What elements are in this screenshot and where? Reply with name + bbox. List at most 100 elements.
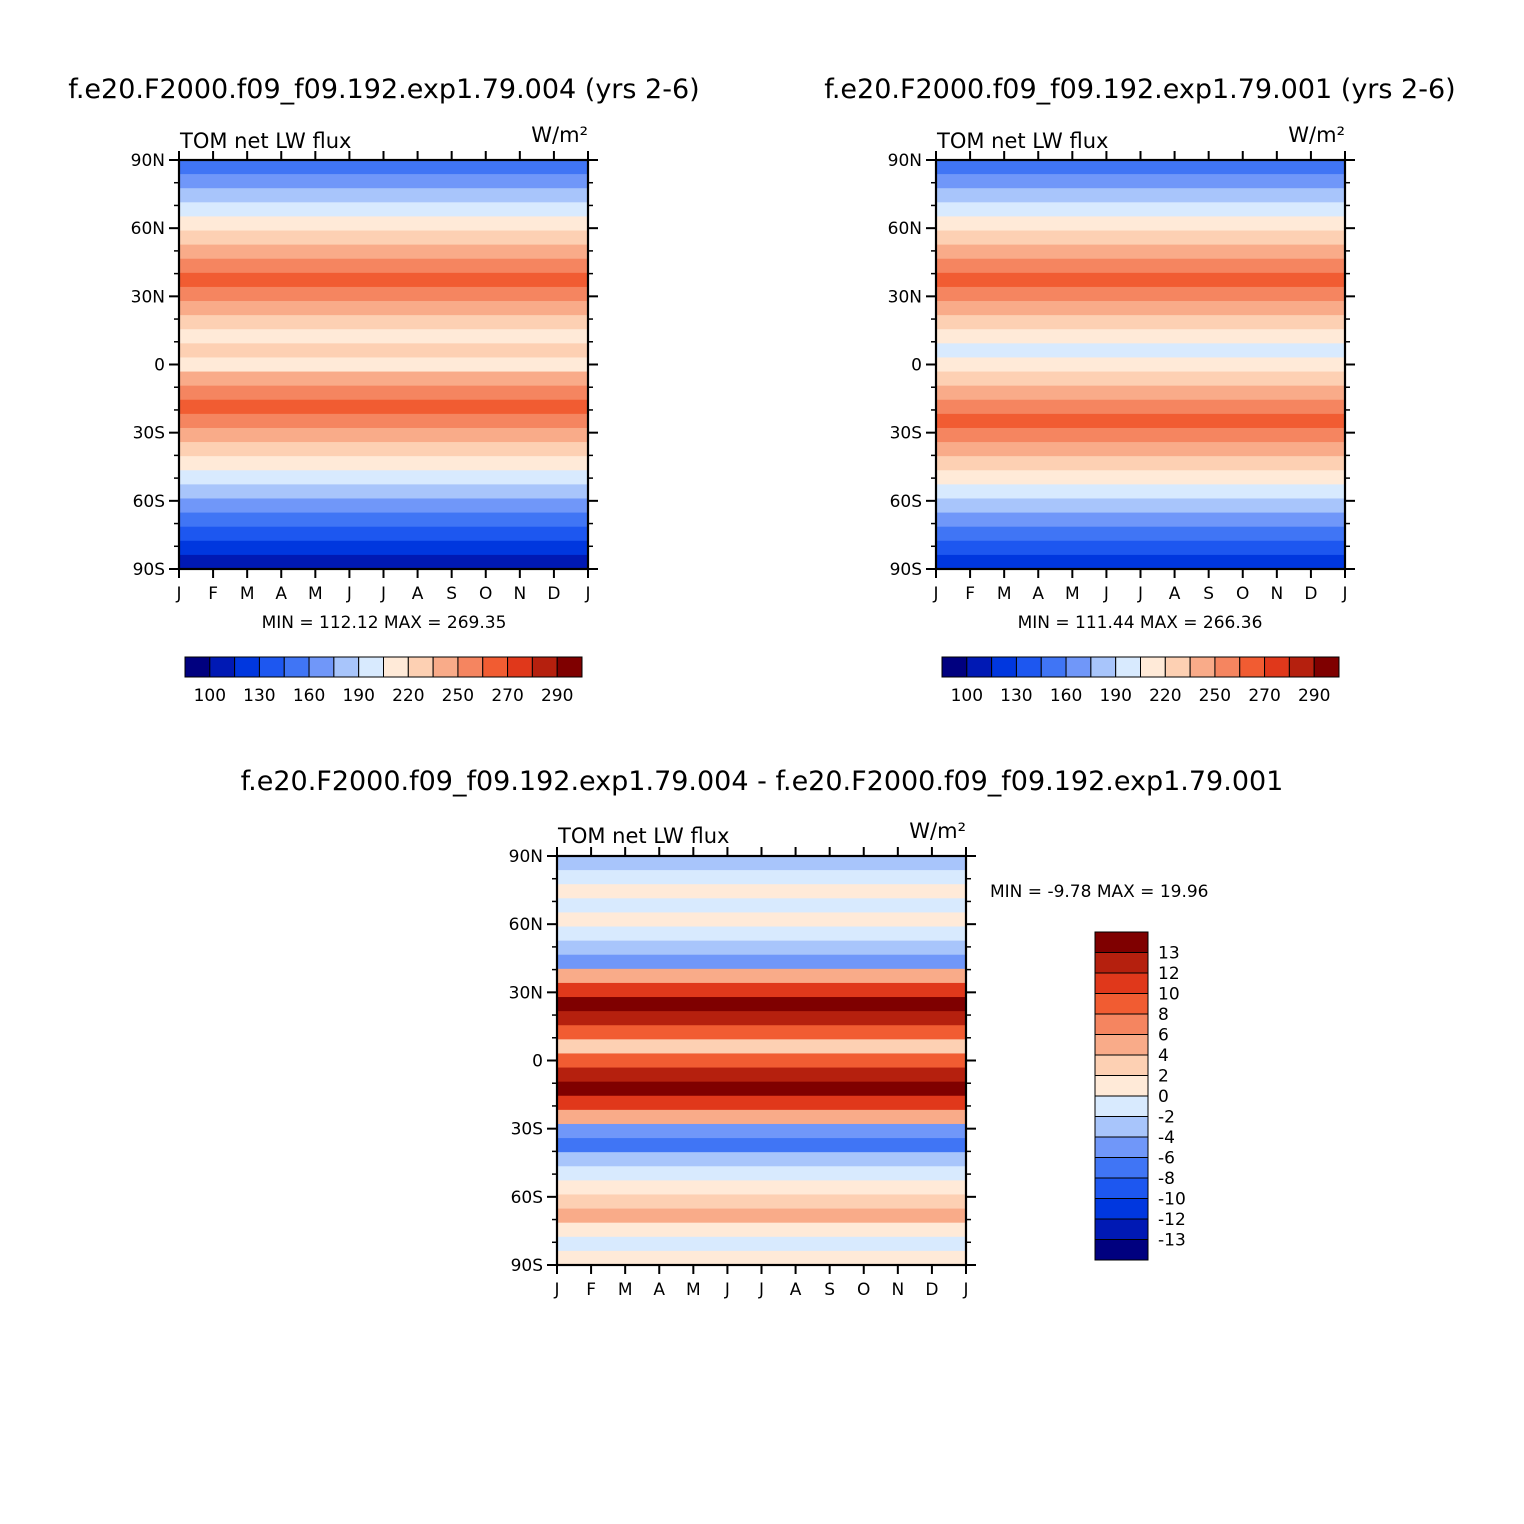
x-tick-label: A bbox=[275, 584, 287, 604]
x-tick-label: J bbox=[724, 1280, 730, 1300]
colorbar-swatch bbox=[1189, 656, 1216, 678]
colorbar-label: -6 bbox=[1158, 1149, 1175, 1169]
colorbar-label: 4 bbox=[1158, 1046, 1169, 1066]
colorbar-swatch bbox=[1094, 993, 1149, 1015]
y-tick-label: 90N bbox=[509, 847, 543, 867]
colorbar-swatch bbox=[432, 656, 459, 678]
heatmap-band bbox=[179, 385, 588, 401]
colorbar-label: 270 bbox=[491, 686, 523, 706]
x-tick-label: J bbox=[962, 1280, 968, 1300]
y-tick-label: 90S bbox=[133, 560, 165, 580]
colorbar-swatch bbox=[209, 656, 236, 678]
colorbar-label: 250 bbox=[1199, 686, 1231, 706]
heatmap-band bbox=[936, 540, 1345, 556]
y-tick-label: 90S bbox=[511, 1256, 543, 1276]
min-max-stats: MIN = -9.78 MAX = 19.96 bbox=[990, 882, 1209, 902]
colorbar-swatch bbox=[1040, 656, 1067, 678]
heatmap-band bbox=[179, 286, 588, 302]
heatmap-field bbox=[936, 160, 1345, 570]
heatmap-band bbox=[936, 174, 1345, 189]
x-tick-label: M bbox=[240, 584, 255, 604]
heatmap-band bbox=[936, 216, 1345, 232]
heatmap-band bbox=[557, 926, 966, 942]
heatmap-band bbox=[179, 470, 588, 485]
colorbar-swatch bbox=[333, 656, 360, 678]
y-tick-label: 90S bbox=[890, 560, 922, 580]
x-tick-label: J bbox=[1137, 584, 1143, 604]
colorbar-swatch bbox=[991, 656, 1017, 678]
panel-title: f.e20.F2000.f09_f09.192.exp1.79.001 (yrs… bbox=[824, 74, 1455, 105]
min-max-stats: MIN = 112.12 MAX = 269.35 bbox=[262, 613, 507, 633]
heatmap-band bbox=[557, 954, 966, 970]
colorbar-label: 220 bbox=[392, 686, 424, 706]
y-tick-label: 60S bbox=[890, 492, 922, 512]
colorbar-swatch bbox=[184, 656, 211, 678]
x-tick-label: A bbox=[790, 1280, 802, 1300]
panel-title: f.e20.F2000.f09_f09.192.exp1.79.004 (yrs… bbox=[68, 74, 699, 105]
x-tick-label: J bbox=[584, 584, 590, 604]
colorbar-swatch bbox=[1239, 656, 1266, 678]
heatmap-band bbox=[936, 357, 1345, 373]
heatmap-band bbox=[936, 554, 1345, 570]
heatmap-band bbox=[557, 1039, 966, 1055]
y-tick-label: 30S bbox=[511, 1120, 543, 1140]
heatmap-band bbox=[557, 1222, 966, 1238]
colorbar-swatch bbox=[1094, 1198, 1149, 1220]
heatmap-band bbox=[936, 329, 1345, 344]
heatmap-band bbox=[179, 554, 588, 570]
heatmap-band bbox=[557, 1180, 966, 1196]
heatmap-band bbox=[557, 1236, 966, 1252]
heatmap-band bbox=[179, 174, 588, 189]
panel-model-001: f.e20.F2000.f09_f09.192.exp1.79.001 (yrs… bbox=[824, 74, 1455, 706]
x-tick-label: S bbox=[446, 584, 457, 604]
y-tick-label: 30N bbox=[888, 287, 922, 307]
panel-title: f.e20.F2000.f09_f09.192.exp1.79.004 - f.… bbox=[241, 766, 1284, 797]
panel-model-004: f.e20.F2000.f09_f09.192.exp1.79.004 (yrs… bbox=[68, 74, 699, 706]
x-tick-label: F bbox=[586, 1280, 596, 1300]
heatmap-band bbox=[557, 1208, 966, 1224]
colorbar-label: 8 bbox=[1158, 1005, 1169, 1025]
colorbar-label: 13 bbox=[1158, 944, 1180, 964]
colorbar-swatch bbox=[1015, 656, 1042, 678]
x-tick-label: M bbox=[308, 584, 323, 604]
colorbar-label: -12 bbox=[1158, 1210, 1186, 1230]
x-tick-label: F bbox=[208, 584, 218, 604]
heatmap-band bbox=[557, 1109, 966, 1125]
heatmap-band bbox=[936, 244, 1345, 260]
colorbar-label: 100 bbox=[951, 686, 983, 706]
heatmap-band bbox=[557, 912, 966, 928]
heatmap-band bbox=[936, 286, 1345, 302]
heatmap-band bbox=[557, 884, 966, 899]
colorbar-swatch bbox=[1094, 1218, 1149, 1240]
colorbar-label: -8 bbox=[1158, 1169, 1175, 1189]
colorbar-swatch bbox=[1094, 1177, 1149, 1199]
heatmap-band bbox=[179, 498, 588, 514]
colorbar-swatch bbox=[1094, 1157, 1149, 1179]
colorbar-label: 190 bbox=[342, 686, 374, 706]
colorbar-swatch bbox=[941, 656, 968, 678]
colorbar-swatch bbox=[383, 656, 409, 678]
heatmap-band bbox=[179, 512, 588, 528]
heatmap-band bbox=[179, 202, 588, 218]
heatmap-band bbox=[557, 940, 966, 956]
y-tick-label: 90N bbox=[131, 151, 165, 171]
y-tick-label: 30N bbox=[131, 287, 165, 307]
colorbar: 100 130 160 190 220 250 270 290 bbox=[941, 656, 1340, 706]
colorbar-swatch bbox=[308, 656, 335, 678]
colorbar-swatch bbox=[234, 656, 260, 678]
x-tick-label: J bbox=[553, 1280, 559, 1300]
heatmap-band bbox=[179, 442, 588, 457]
x-tick-label: A bbox=[653, 1280, 665, 1300]
y-tick-label: 60N bbox=[509, 915, 543, 935]
colorbar-label: -13 bbox=[1158, 1231, 1186, 1251]
min-max-stats: MIN = 111.44 MAX = 266.36 bbox=[1018, 613, 1263, 633]
heatmap-band bbox=[179, 188, 588, 203]
heatmap-band bbox=[936, 484, 1345, 500]
colorbar-label: 2 bbox=[1158, 1067, 1169, 1087]
colorbar-swatch bbox=[1094, 1095, 1149, 1117]
colorbar-label: -2 bbox=[1158, 1108, 1175, 1128]
heatmap-band bbox=[936, 315, 1345, 330]
colorbar-label: 10 bbox=[1158, 985, 1180, 1005]
